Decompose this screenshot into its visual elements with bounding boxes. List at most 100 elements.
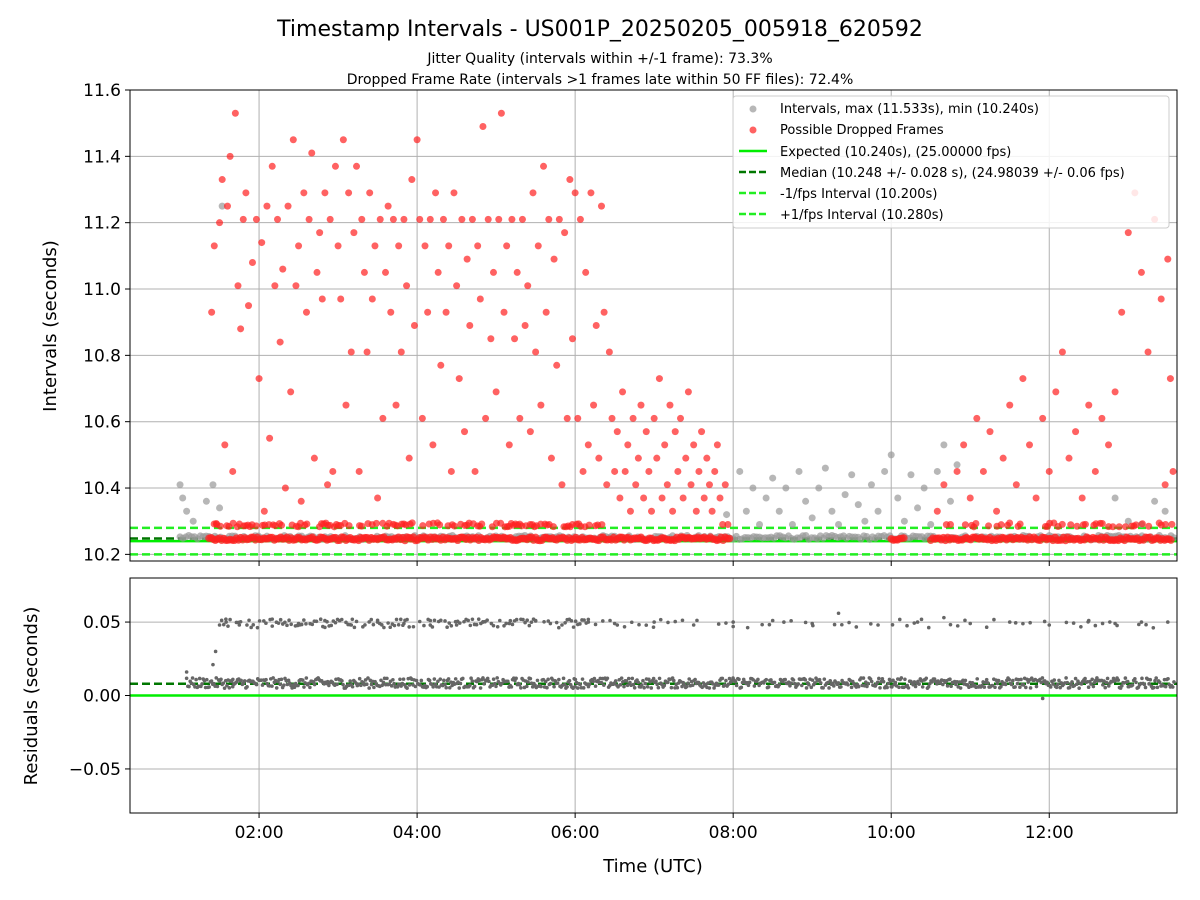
residual-point — [673, 619, 678, 624]
residual-point — [405, 686, 409, 690]
dropped-frame-point — [1169, 467, 1177, 475]
intervals-plot: 10.2 10.4 10.6 10.8 11.0 11.2 11.4 11.6 Interva… — [40, 81, 1178, 566]
residual-point — [636, 680, 641, 685]
residual-point — [602, 683, 606, 687]
residual-point — [686, 681, 690, 685]
dropped-frame-point — [255, 375, 263, 383]
residuals-x-tick-label: 10:00 — [867, 823, 916, 843]
residual-point — [575, 686, 580, 690]
dropped-frame-point — [1045, 467, 1053, 475]
residual-point — [245, 623, 249, 627]
dropped-frame-point — [482, 414, 490, 422]
residual-point — [791, 678, 796, 682]
dropped-frame-point — [553, 361, 561, 369]
dropped-frame-point — [276, 338, 284, 346]
residual-point — [984, 677, 989, 682]
residual-point — [363, 623, 367, 627]
residual-point — [381, 680, 386, 685]
dropped-frame-point — [437, 361, 445, 369]
residual-point — [1172, 680, 1176, 684]
residual-point — [720, 676, 725, 681]
residual-point — [1007, 620, 1012, 624]
residual-point — [519, 686, 523, 690]
dropped-frame-point — [229, 467, 237, 475]
residual-point — [561, 676, 566, 681]
dropped-frame-point — [321, 189, 329, 197]
residual-point — [436, 679, 440, 684]
interval-point — [782, 484, 790, 492]
residual-point — [481, 620, 485, 624]
residual-point — [1103, 685, 1108, 690]
dropped-frame-point — [234, 282, 242, 290]
interval-point — [1124, 517, 1132, 525]
residual-point — [905, 623, 909, 628]
residual-point — [942, 615, 946, 620]
dropped-frame-point — [585, 521, 593, 529]
dropped-frame-point — [940, 481, 948, 489]
residual-point — [283, 620, 287, 625]
residual-point — [783, 677, 787, 682]
residual-point — [533, 618, 538, 623]
residual-point — [817, 677, 822, 682]
residual-point — [339, 617, 344, 622]
residual-point — [304, 676, 309, 680]
residual-point — [847, 620, 851, 625]
residual-point — [548, 621, 553, 626]
residual-point — [444, 685, 449, 690]
dropped-frame-point — [534, 242, 542, 250]
residual-point — [555, 681, 560, 686]
dropped-frame-point — [524, 282, 532, 290]
residual-point — [278, 682, 283, 687]
dropped-frame-point — [1098, 520, 1106, 528]
dropped-frame-point — [1052, 388, 1060, 396]
dropped-frame-point — [961, 521, 969, 529]
residual-point — [631, 682, 636, 687]
residual-point — [625, 683, 630, 688]
dropped-frame-point — [661, 441, 669, 449]
residual-point — [470, 617, 475, 622]
intervals-y-tick-label: 11.0 — [83, 280, 121, 300]
residual-point — [769, 678, 773, 682]
dropped-frame-point — [403, 282, 411, 290]
dropped-frame-point — [278, 521, 286, 529]
residual-point — [586, 617, 591, 622]
residual-point — [445, 625, 449, 630]
residual-point — [563, 620, 567, 625]
residuals-y-axis-label: Residuals (seconds) — [21, 607, 42, 786]
dropped-frame-point — [245, 302, 253, 310]
residual-point — [438, 677, 443, 681]
dropped-frame-point — [334, 242, 342, 250]
dropped-frame-point — [648, 507, 656, 515]
dropped-frame-point — [303, 520, 311, 528]
dropped-frame-point — [418, 414, 426, 422]
dropped-frame-point — [408, 519, 416, 527]
interval-point — [749, 484, 757, 492]
interval-point — [209, 481, 217, 489]
residuals-plot: −0.05 0.00 0.05 02:00 04:00 06:00 08:00 10:00 1… — [21, 577, 1178, 877]
residual-point — [565, 684, 569, 689]
residual-point — [685, 684, 689, 689]
residual-point — [312, 682, 317, 687]
residual-point — [622, 624, 627, 629]
residual-point — [970, 680, 975, 685]
residual-point — [690, 683, 695, 688]
interval-point — [788, 521, 796, 529]
dropped-frame-point — [511, 335, 519, 343]
dropped-frame-point — [358, 522, 366, 530]
dropped-frame-point — [1085, 401, 1093, 409]
residual-point — [254, 682, 259, 687]
residual-point — [1104, 680, 1109, 685]
residual-point — [264, 621, 268, 626]
residual-point — [509, 685, 514, 689]
interval-point — [202, 497, 210, 505]
residual-point — [1147, 682, 1151, 686]
interval-point — [914, 504, 922, 512]
residual-point — [717, 683, 721, 687]
residual-point — [917, 682, 921, 686]
residual-point — [1089, 682, 1093, 686]
residual-point — [1126, 684, 1131, 689]
dropped-frame-point — [395, 242, 403, 250]
residual-point — [885, 685, 889, 690]
dropped-frame-point — [476, 295, 484, 303]
residual-point — [752, 684, 757, 688]
